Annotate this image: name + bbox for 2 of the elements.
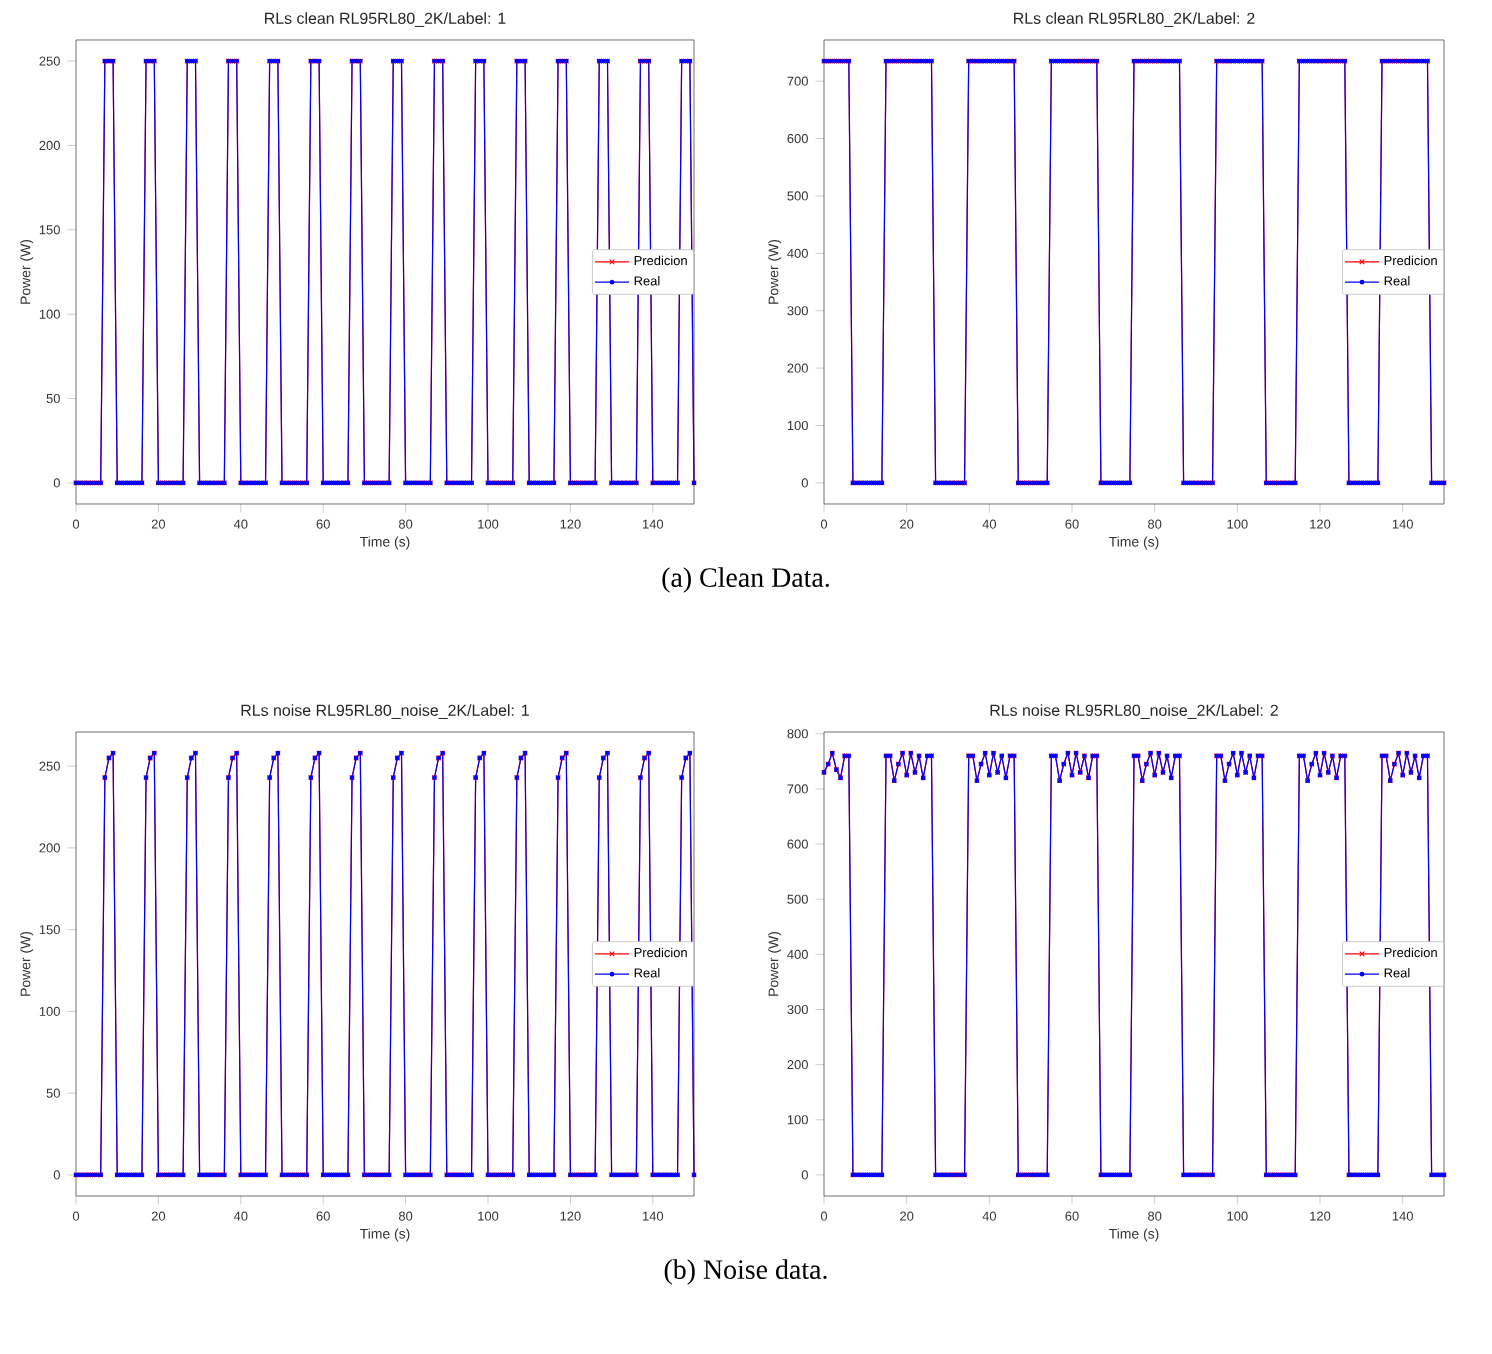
- text: (b) Noise data.: [664, 1259, 827, 1285]
- text: (a) Clean Data.: [662, 567, 829, 593]
